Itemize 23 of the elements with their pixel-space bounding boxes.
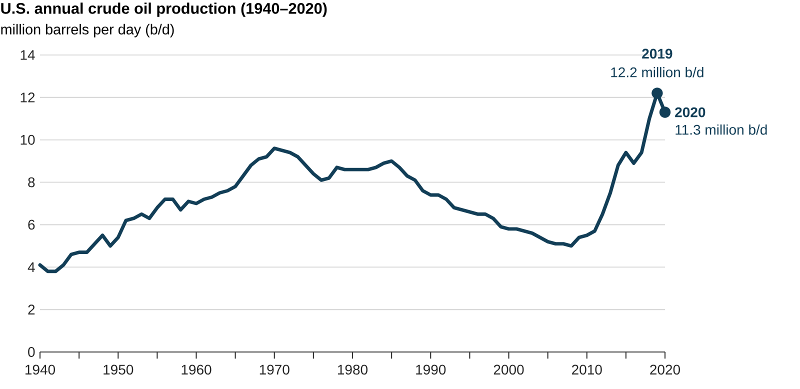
x-tick-label: 1980 <box>338 364 368 375</box>
y-tick-label: 10 <box>20 134 35 145</box>
annotation: 11.3 million b/d <box>676 124 767 135</box>
y-tick-label: 4 <box>28 262 35 272</box>
x-tick-label: 1960 <box>182 364 212 375</box>
chart-subtitle: million barrels per day (b/d) <box>1 24 174 38</box>
y-tick-label: 2 <box>28 304 35 314</box>
annotation: 12.2 million b/d <box>611 67 704 78</box>
chart-title: U.S. annual crude oil production (1940–2020) <box>1 2 327 17</box>
y-tick-label: 6 <box>28 220 35 230</box>
y-tick-label: 0 <box>28 347 35 357</box>
text: 2020 <box>675 107 706 118</box>
annotation: 2019 <box>642 48 672 59</box>
x-tick-label: 1950 <box>104 364 134 375</box>
x-tick-label: 2000 <box>494 364 524 375</box>
x-tick-label: 2020 <box>650 364 680 375</box>
x-tick-label: 1970 <box>260 364 290 375</box>
x-tick-label: 2010 <box>572 364 602 375</box>
x-tick-label: 1990 <box>416 364 446 375</box>
x-tick-label: 1940 <box>26 364 56 375</box>
y-tick-label: 8 <box>28 177 35 188</box>
y-tick-label: 14 <box>20 50 35 60</box>
y-tick-label: 12 <box>20 92 35 102</box>
